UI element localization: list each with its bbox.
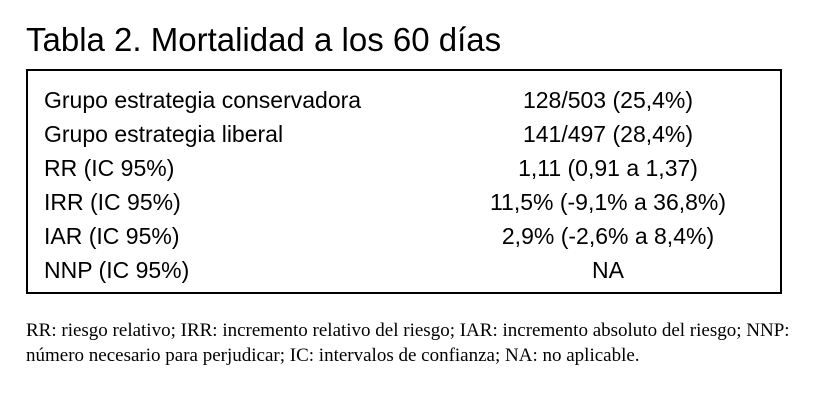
row-label: Grupo estrategia conservadora: [44, 87, 362, 113]
row-label: Grupo estrategia liberal: [44, 121, 284, 147]
table-row-liberal-group: Grupo estrategia liberal 141/497 (28,4%): [28, 117, 780, 151]
row-value: 2,9% (-2,6% a 8,4%): [501, 223, 715, 249]
table-row-conservative-group: Grupo estrategia conservadora 128/503 (2…: [28, 83, 780, 117]
table-title: Tabla 2. Mortalidad a los 60 días: [26, 21, 502, 58]
row-label: NNP (IC 95%): [44, 257, 190, 283]
row-value: NA: [592, 257, 624, 283]
table-row-nnp: NNP (IC 95%) NA: [28, 253, 780, 287]
row-label: IRR (IC 95%): [44, 189, 181, 215]
table-row-iar: IAR (IC 95%) 2,9% (-2,6% a 8,4%): [28, 219, 780, 253]
row-value: 11,5% (-9,1% a 36,8%): [489, 189, 727, 215]
row-value: 141/497 (28,4%): [522, 121, 694, 147]
row-value: 128/503 (25,4%): [522, 87, 694, 113]
row-label: RR (IC 95%): [44, 155, 175, 181]
table-footnote: RR: riesgo relativo; IRR: incremento rel…: [26, 320, 790, 366]
table-row-irr: IRR (IC 95%) 11,5% (-9,1% a 36,8%): [28, 185, 780, 219]
row-label: IAR (IC 95%): [44, 223, 180, 249]
row-value: 1,11 (0,91 a 1,37): [518, 155, 698, 181]
results-table: Grupo estrategia conservadora 128/503 (2…: [26, 69, 782, 294]
table-row-rr: RR (IC 95%) 1,11 (0,91 a 1,37): [28, 151, 780, 185]
